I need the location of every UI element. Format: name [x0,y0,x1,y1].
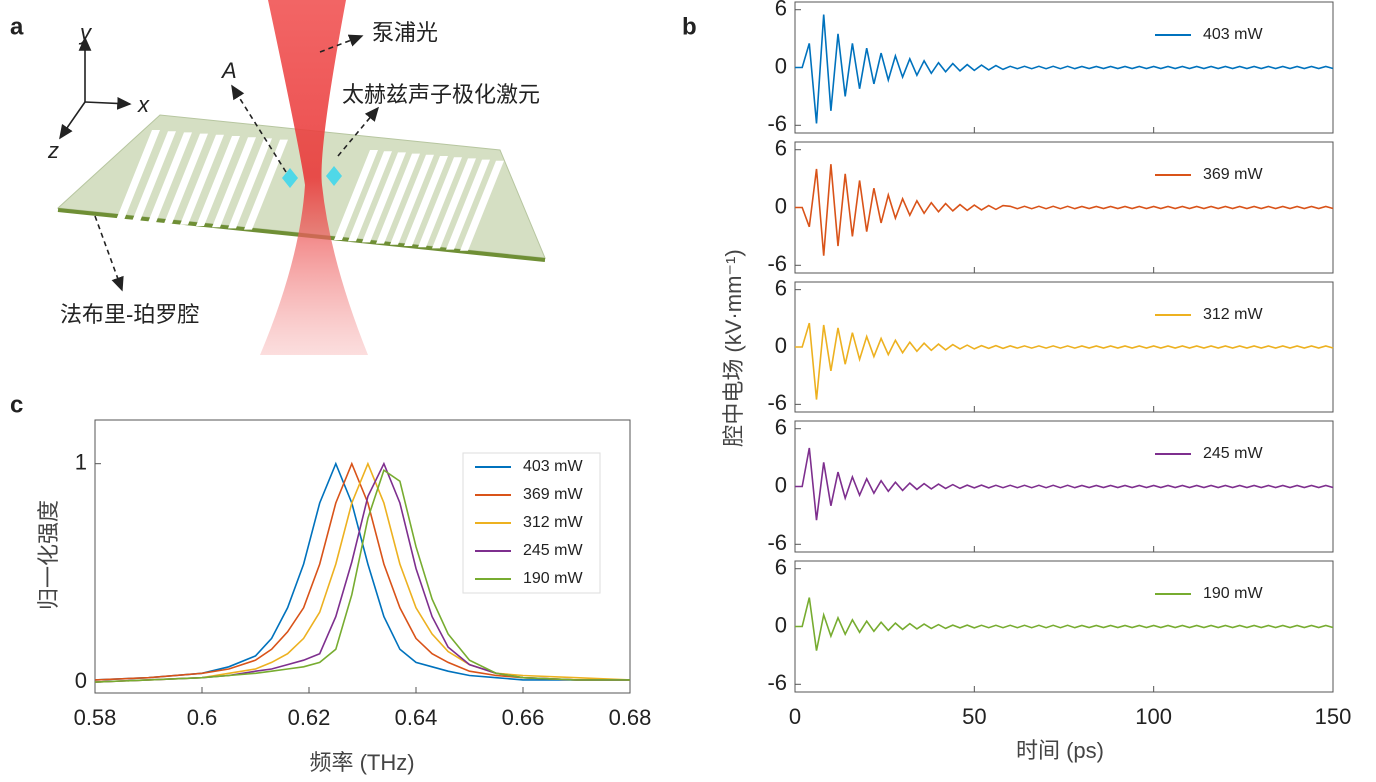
diagram: y x z 泵浦光 A 太赫兹声子极化激元 法布里-珀罗腔 [47,0,546,355]
slit [212,137,256,228]
data-line [795,14,1334,124]
slit [348,151,392,242]
y-tick-label: -6 [767,111,787,136]
y-tick-label: 6 [775,555,787,580]
pointer [337,106,380,157]
y-tick-label: 1 [75,449,87,474]
x-tick-label: 0.6 [187,705,218,730]
slit [390,154,434,245]
data-line [795,322,1334,400]
y-tick-label: -6 [767,530,787,555]
data-line [795,447,1334,521]
x-tick-label: 0 [789,704,801,729]
data-line [94,468,630,683]
y-tick-label: -6 [767,251,787,276]
z-arrow [59,101,86,140]
x-axis-label: 时间 (ps) [1016,738,1104,763]
legend-box [462,452,601,594]
legend-label: 369 mW [523,486,583,503]
legend-label: 312 mW [523,514,583,531]
legend-label: 312 mW [1203,306,1263,323]
legend-label: 245 mW [523,542,583,559]
y-tick-label: 6 [775,415,787,440]
x-tick-label: 0.62 [288,705,331,730]
slit [446,159,490,250]
slit [228,138,272,229]
panel-label: a [10,13,24,40]
slit [334,150,378,240]
slit [460,160,504,251]
axis-label: z [47,138,59,163]
y-axis-label: 腔中电场 (kV·mm⁻¹) [721,249,746,446]
slit [196,136,240,226]
axis-label: y [78,20,93,45]
x-arrow [84,97,132,110]
pump-beam [260,0,368,355]
slit [362,152,406,243]
slit [244,139,288,230]
y-tick-label: 0 [75,668,87,693]
x-tick-label: 50 [962,704,986,729]
y-tick-label: 0 [775,333,787,358]
slit [148,132,192,223]
x-tick-label: 100 [1135,704,1172,729]
y-tick-label: 0 [775,472,787,497]
legend-label: 190 mW [1203,585,1263,602]
panel-label: b [682,13,697,40]
panel-label: c [10,391,23,418]
data-line [94,461,630,681]
x-axis-label: 频率 (THz) [309,750,414,775]
legend-label: 190 mW [523,570,583,587]
legend-label: 403 mW [523,458,583,475]
slit [164,133,208,224]
y-tick-label: 0 [775,612,787,637]
pump-label: 泵浦光 [372,20,438,45]
slits [116,130,504,251]
y-tick-label: 6 [775,0,787,21]
slit [404,156,448,246]
x-tick-label: 0.58 [74,705,117,730]
pointer [94,215,124,292]
pointer [319,34,364,53]
slit [418,157,462,248]
polariton-marker [282,166,342,188]
y-tick-label: 6 [775,275,787,300]
slit [432,158,476,249]
y-tick-label: -6 [767,390,787,415]
pointer [231,84,287,173]
x-tick-label: 0.64 [395,705,438,730]
cavity-label: 法布里-珀罗腔 [60,302,199,327]
data-line [795,164,1334,256]
x-tick-label: 150 [1315,704,1352,729]
plot-frame [94,419,631,694]
axis-label: x [137,92,150,117]
slit [132,131,176,222]
y-tick-label: 0 [775,53,787,78]
legend-label: 403 mW [1203,26,1263,43]
x-tick-label: 0.66 [502,705,545,730]
y-tick-label: -6 [767,670,787,695]
slit [180,134,224,225]
polariton-label: 太赫兹声子极化激元 [342,82,540,107]
slit [116,130,160,220]
y-tick-label: 0 [775,193,787,218]
y-tick-label: 6 [775,136,787,161]
field-label: A [220,58,237,83]
y-axis-label: 归一化强度 [36,500,61,610]
x-tick-label: 0.68 [609,705,652,730]
legend-label: 245 mW [1203,445,1263,462]
data-line [795,597,1334,651]
legend-label: 369 mW [1203,166,1263,183]
data-line [94,461,630,683]
slit [376,153,420,244]
